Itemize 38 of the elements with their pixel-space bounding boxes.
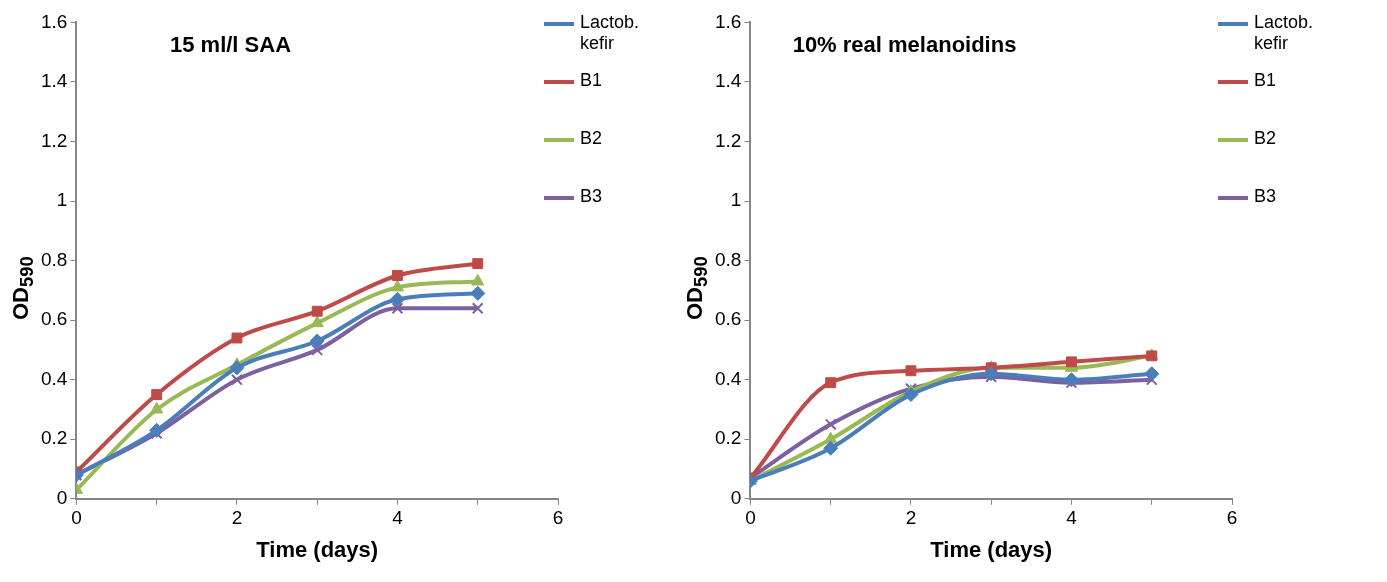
legend-label: B1 <box>1254 70 1278 91</box>
y-tick-label: 0.8 <box>40 248 68 270</box>
x-tick-label: 6 <box>1226 507 1238 529</box>
y-tick-label: 1.6 <box>40 10 68 32</box>
legend-label: B3 <box>580 186 604 207</box>
text: 15 ml/l SAA <box>170 32 292 58</box>
legend-label: B3 <box>1254 186 1278 207</box>
y-tick-label: 0 <box>56 487 68 509</box>
y-tick-label: 0.8 <box>714 248 742 270</box>
y-tick-label: 0.2 <box>714 427 742 449</box>
y-tick-label: 1.4 <box>714 70 742 92</box>
x-tick-label: 4 <box>1066 507 1078 529</box>
y-tick-label: 0.6 <box>40 308 68 330</box>
y-tick-label: 0.4 <box>714 367 742 389</box>
y-tick-label: 0.4 <box>40 367 68 389</box>
x-tick-label: 2 <box>231 507 243 529</box>
y-tick-label: 1 <box>730 189 742 211</box>
x-axis-title: Time (days) <box>930 536 1053 562</box>
y-tick-label: 1.6 <box>714 10 742 32</box>
x-tick-label: 4 <box>392 507 404 529</box>
y-tick-label: 0.2 <box>40 427 68 449</box>
legend-label: B1 <box>580 70 604 91</box>
y-tick-label: 1.4 <box>40 70 68 92</box>
x-tick-label: 0 <box>71 507 82 529</box>
y-tick-label: 0 <box>730 487 742 509</box>
y-tick-label: 1.2 <box>714 129 742 151</box>
y-tick-label: 0.6 <box>714 308 742 330</box>
x-axis-title: Time (days) <box>256 536 379 562</box>
legend-label: Lactob. kefir <box>580 12 641 54</box>
legend-label: B2 <box>580 128 604 149</box>
legend-label: B2 <box>1254 128 1278 149</box>
y-tick-label: 1.2 <box>40 129 68 151</box>
x-tick-label: 2 <box>905 507 917 529</box>
y-tick-label: 1 <box>56 189 68 211</box>
legend-label: Lactob. kefir <box>1254 12 1315 54</box>
text: 10% real melanoidins <box>792 32 1017 58</box>
x-tick-label: 0 <box>745 507 756 529</box>
x-tick-label: 6 <box>552 507 564 529</box>
